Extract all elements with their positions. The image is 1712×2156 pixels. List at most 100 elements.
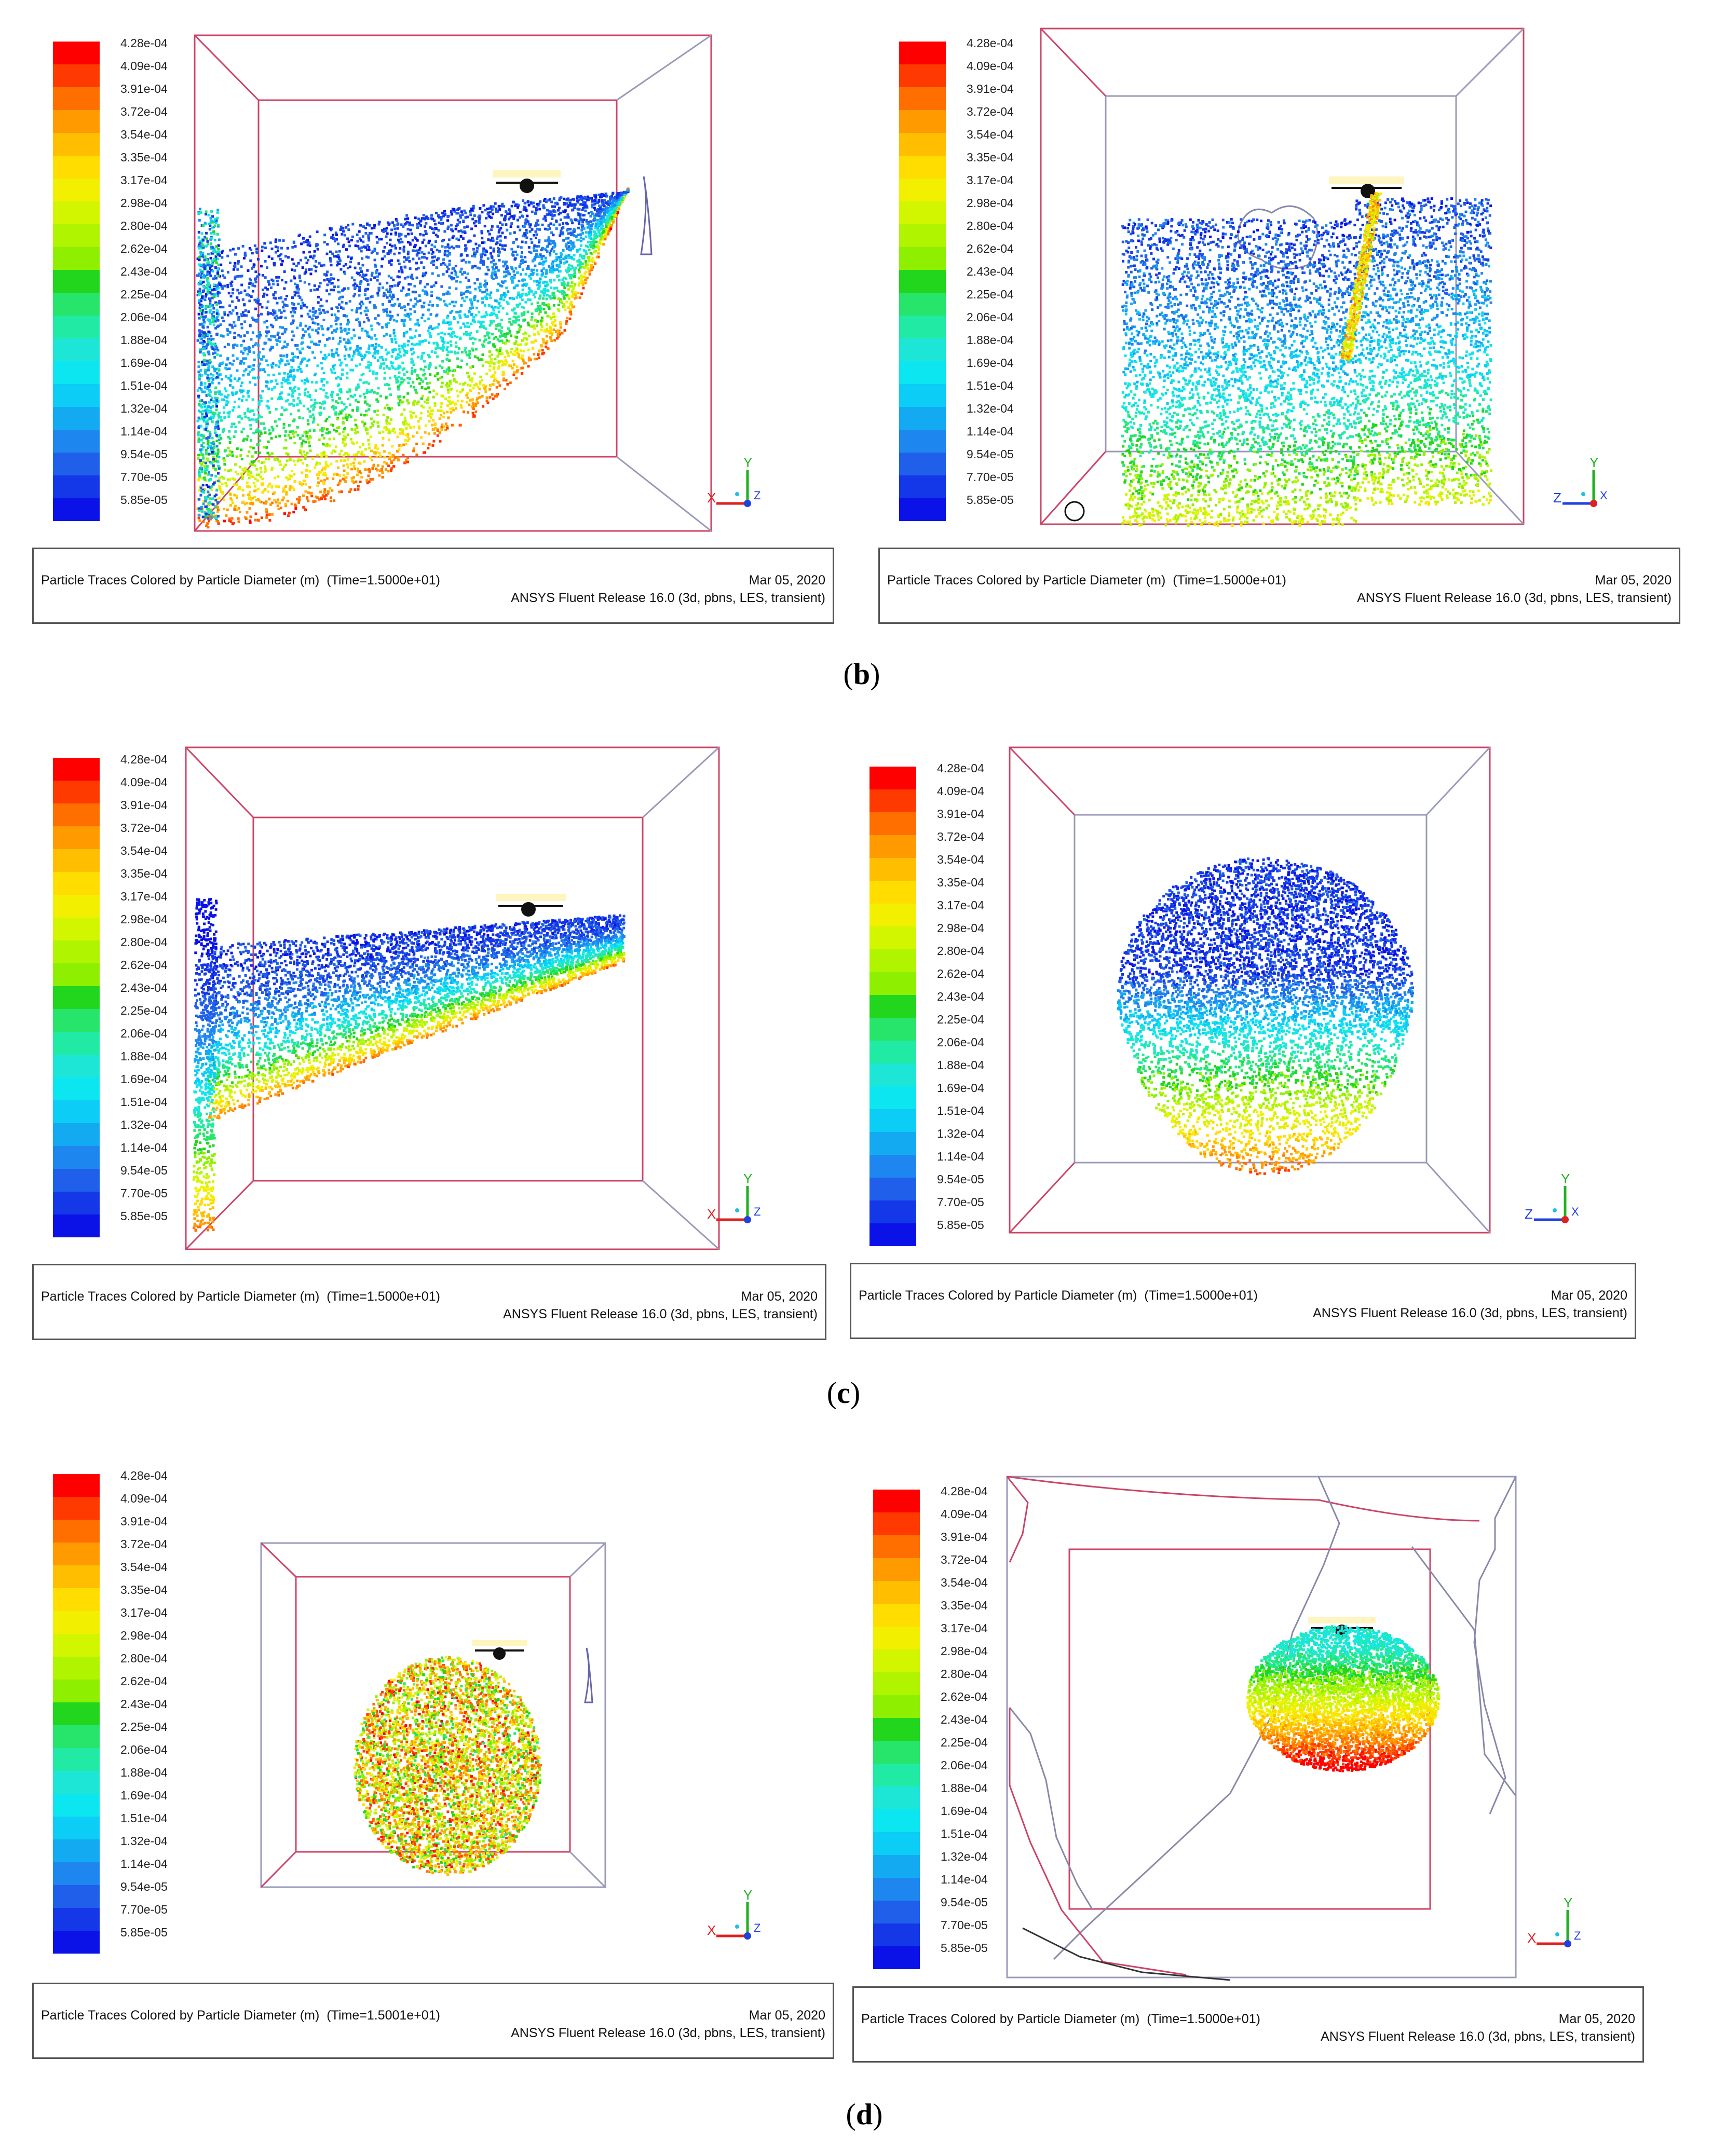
colorbar-segment [899, 224, 946, 247]
colorbar-tick-label: 1.51e-04 [967, 380, 1014, 392]
colorbar-tick-label: 1.69e-04 [941, 1805, 988, 1817]
colorbar-segment [53, 1497, 100, 1520]
colorbar-tick-label: 2.98e-04 [120, 197, 168, 209]
colorbar-tick-label: 1.14e-04 [120, 426, 168, 438]
colorbar-tick-label: 2.06e-04 [120, 1028, 168, 1040]
colorbar-segment [873, 1741, 920, 1764]
colorbar: 4.28e-04 4.09e-04 3.91e-04 3.72e-04 3.54e-04… [53, 754, 188, 1240]
colorbar-segment [869, 1178, 916, 1200]
colorbar-tick-label: 3.17e-04 [120, 1607, 168, 1619]
colorbar-tick-label: 1.88e-04 [120, 334, 168, 346]
colorbar-tick-label: 3.54e-04 [120, 129, 168, 141]
colorbar-segment [899, 361, 946, 384]
colorbar-tick-label: 1.32e-04 [937, 1128, 984, 1140]
panel-c-left: 4.28e-04 4.09e-04 3.91e-04 3.72e-04 3.54e-04… [31, 742, 841, 1349]
panel-b-right: 4.28e-04 4.09e-04 3.91e-04 3.72e-04 3.54e-04… [877, 21, 1687, 628]
colorbar-segment [899, 156, 946, 179]
colorbar-segment [53, 1725, 100, 1748]
colorbar-segment [53, 781, 100, 803]
colorbar-tick-label: 1.88e-04 [941, 1782, 988, 1794]
panel-c-right: 4.28e-04 4.09e-04 3.91e-04 3.72e-04 3.54e-04… [849, 742, 1659, 1349]
info-title: Particle Traces Colored by Particle Diam… [41, 1289, 440, 1304]
colorbar-segment [53, 1146, 100, 1169]
colorbar-tick-label: 4.28e-04 [941, 1485, 988, 1497]
colorbar-tick-label: 3.35e-04 [937, 877, 984, 889]
particle-cloud [196, 187, 630, 529]
info-date: Mar 05, 2020 [741, 1289, 818, 1304]
colorbar-segment [899, 133, 946, 156]
colorbar: 4.28e-04 4.09e-04 3.91e-04 3.72e-04 3.54e-04… [869, 762, 1004, 1249]
colorbar-segment [869, 995, 916, 1018]
colorbar-tick-label: 4.28e-04 [967, 37, 1014, 49]
colorbar-segment [53, 156, 100, 179]
colorbar-segment [873, 1878, 920, 1901]
colorbar-tick-label: 3.54e-04 [120, 845, 168, 857]
info-title: Particle Traces Colored by Particle Diam… [859, 1288, 1258, 1303]
colorbar-segment [869, 1063, 916, 1086]
colorbar-tick-label: 1.14e-04 [967, 426, 1014, 438]
colorbar-tick-label: 2.43e-04 [120, 982, 168, 994]
axis-h-label: X [707, 1922, 716, 1938]
caption-d: (d) [812, 2097, 916, 2132]
colorbar-tick-label: 9.54e-05 [937, 1173, 984, 1185]
colorbar-segment [899, 430, 946, 453]
colorbar-tick-label: 5.85e-05 [120, 494, 168, 506]
colorbar-tick-label: 2.62e-04 [937, 968, 984, 980]
colorbar-segment [873, 1855, 920, 1878]
colorbar-tick-label: 4.09e-04 [120, 60, 168, 72]
colorbar-tick-label: 2.25e-04 [967, 289, 1014, 301]
colorbar-segment [53, 1680, 100, 1702]
colorbar-segment [869, 904, 916, 926]
info-box: Particle Traces Colored by Particle Diam… [32, 548, 834, 624]
colorbar-segment [873, 1923, 920, 1946]
info-title: Particle Traces Colored by Particle Diam… [861, 2012, 1260, 2027]
colorbar-segment [53, 1771, 100, 1794]
colorbar-segment [873, 1604, 920, 1627]
axis-origin-dot [1553, 1208, 1557, 1212]
colorbar-tick-label: 5.85e-05 [967, 494, 1014, 506]
particle-scene [185, 746, 720, 1250]
colorbar-segment [869, 1132, 916, 1155]
colorbar-tick-label: 4.09e-04 [120, 776, 168, 788]
info-date: Mar 05, 2020 [749, 2008, 825, 2023]
colorbar-tick-label: 3.35e-04 [120, 868, 168, 880]
info-release: ANSYS Fluent Release 16.0 (3d, pbns, LES… [511, 2026, 825, 2041]
axis-origin-dot [1555, 1932, 1559, 1936]
axis-d-dot [1564, 1940, 1571, 1947]
colorbar-tick-label: 3.35e-04 [941, 1600, 988, 1612]
axis-h-label: X [1527, 1930, 1536, 1946]
colorbar-tick-label: 1.51e-04 [120, 1096, 168, 1108]
axis-v-label: Y [1589, 457, 1598, 470]
colorbar-tick-label: 2.06e-04 [120, 1744, 168, 1756]
colorbar-segment [869, 1041, 916, 1063]
colorbar-segment [53, 361, 100, 384]
colorbar-segment [873, 1581, 920, 1604]
colorbar-tick-label: 1.69e-04 [967, 357, 1014, 369]
axis-v-label: Y [743, 1173, 752, 1186]
colorbar-segment [873, 1672, 920, 1695]
colorbar-segment [53, 803, 100, 826]
colorbar-tick-label: 4.28e-04 [937, 762, 984, 774]
colorbar-tick-label: 1.69e-04 [120, 357, 168, 369]
colorbar-tick-label: 7.70e-05 [120, 471, 168, 483]
axis-triad-graphic: Z Y X [1525, 1171, 1579, 1223]
colorbar-tick-label: 3.91e-04 [120, 799, 168, 811]
colorbar-tick-label: 3.72e-04 [941, 1554, 988, 1566]
colorbar-segment [869, 1086, 916, 1109]
axis-v-label: Y [1561, 1173, 1570, 1186]
colorbar-segment [899, 110, 946, 133]
colorbar-tick-label: 3.91e-04 [120, 83, 168, 95]
colorbar-segment [53, 872, 100, 895]
colorbar-segment [899, 64, 946, 87]
axis-d-label: X [1600, 489, 1608, 502]
colorbar-tick-label: 1.69e-04 [120, 1073, 168, 1085]
colorbar-segment [53, 407, 100, 430]
colorbar-segment [53, 247, 100, 270]
axis-triad-graphic: X Y Z [707, 1887, 760, 1940]
colorbar-tick-label: 2.62e-04 [941, 1691, 988, 1703]
colorbar-segment [53, 986, 100, 1009]
colorbar-segment [869, 858, 916, 881]
colorbar-segment [53, 1077, 100, 1100]
colorbar-segment [53, 940, 100, 963]
colorbar-segment [53, 1817, 100, 1839]
